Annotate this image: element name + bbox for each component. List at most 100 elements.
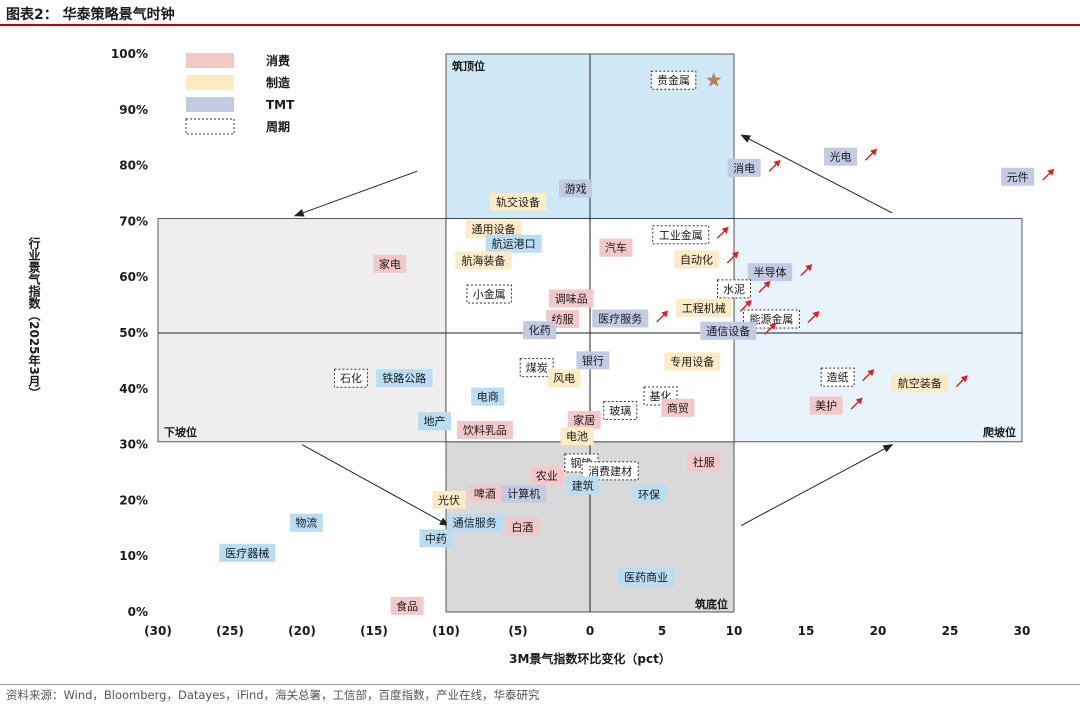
point-专用设备: 专用设备 bbox=[664, 352, 721, 371]
point-label: 煤炭 bbox=[526, 362, 548, 375]
point-铁路公路: 铁路公路 bbox=[376, 369, 433, 388]
point-label: 专用设备 bbox=[670, 354, 714, 368]
point-元件: 元件 bbox=[1001, 167, 1055, 186]
point-label-box bbox=[650, 70, 697, 90]
point-label: 调味品 bbox=[555, 292, 588, 305]
x-axis-label: 3M景气指数环比变化（pct） bbox=[509, 651, 671, 666]
point-label-box bbox=[603, 401, 638, 421]
point-label: 光伏 bbox=[438, 493, 460, 507]
zone-label-top: 筑顶位 bbox=[452, 59, 485, 73]
point-label: 美护 bbox=[815, 399, 837, 413]
legend-label: TMT bbox=[266, 98, 295, 112]
point-label: 白酒 bbox=[511, 520, 533, 534]
point-label-box bbox=[581, 461, 639, 481]
point-label: 汽车 bbox=[605, 241, 627, 255]
point-造纸: 造纸 bbox=[820, 367, 875, 387]
point-label: 造纸 bbox=[827, 370, 849, 384]
point-label: 中药 bbox=[425, 532, 447, 545]
legend-label: 周期 bbox=[266, 119, 290, 134]
point-家居: 家居 bbox=[567, 411, 601, 430]
up-arrow-icon bbox=[955, 375, 968, 388]
point-美护: 美护 bbox=[809, 396, 863, 415]
legend-swatch bbox=[185, 118, 235, 135]
point-label: 地产 bbox=[423, 414, 445, 428]
point-label: 元件 bbox=[1007, 171, 1029, 184]
zone-label-right: 爬坡位 bbox=[983, 425, 1016, 439]
point-label-box bbox=[576, 351, 610, 370]
point-label: 工程机械 bbox=[682, 301, 726, 315]
point-水泥: 水泥 bbox=[717, 279, 771, 299]
point-label-box bbox=[809, 396, 843, 415]
point-label: 电池 bbox=[566, 430, 588, 443]
point-社服: 社服 bbox=[687, 452, 721, 471]
point-label: 半导体 bbox=[754, 265, 787, 279]
up-arrow-icon bbox=[726, 251, 739, 264]
point-label-box bbox=[432, 490, 466, 509]
zone-label-bottom: 筑底位 bbox=[695, 597, 728, 611]
point-label-box bbox=[333, 368, 368, 388]
up-arrow-icon bbox=[768, 159, 781, 172]
point-label-box bbox=[289, 513, 323, 532]
point-label-box bbox=[417, 412, 451, 431]
point-label: 家电 bbox=[379, 257, 401, 271]
point-地产: 地产 bbox=[417, 412, 451, 431]
point-label-box bbox=[490, 192, 546, 211]
point-label-box bbox=[419, 529, 453, 548]
point-小金属: 小金属 bbox=[466, 284, 512, 304]
point-半导体: 半导体 bbox=[747, 263, 813, 282]
point-label: 通信服务 bbox=[453, 517, 497, 530]
point-label-box bbox=[523, 321, 557, 340]
x-tick-label: (20) bbox=[288, 624, 316, 638]
cycle-flow-arrow bbox=[301, 444, 450, 526]
cycle-flow-arrows bbox=[293, 134, 894, 526]
point-label-box bbox=[674, 250, 719, 269]
point-label-box bbox=[373, 254, 407, 273]
point-label: 银行 bbox=[582, 353, 604, 367]
point-label-box bbox=[664, 352, 721, 371]
point-label: 石化 bbox=[340, 371, 362, 385]
x-tick-label: (15) bbox=[360, 624, 388, 638]
legend-item: 消费 bbox=[186, 53, 290, 68]
point-label: 通用设备 bbox=[472, 222, 516, 236]
point-中药: 中药 bbox=[419, 529, 453, 548]
point-食品: 食品 bbox=[390, 596, 424, 615]
up-arrow-icon bbox=[800, 264, 813, 277]
x-tick-label: (5) bbox=[508, 624, 527, 638]
point-环保: 环保 bbox=[632, 485, 666, 504]
point-计算机: 计算机 bbox=[501, 484, 547, 503]
point-label-box bbox=[485, 234, 542, 253]
legend-swatch bbox=[186, 97, 234, 112]
up-arrow-icon bbox=[758, 280, 771, 293]
point-label-box bbox=[824, 147, 858, 166]
point-光伏: 光伏 bbox=[432, 490, 466, 509]
point-建筑: 建筑 bbox=[566, 476, 600, 495]
cycle-flow-arrow bbox=[740, 134, 893, 214]
x-tick-label: 5 bbox=[658, 624, 666, 638]
point-label: 电商 bbox=[477, 390, 499, 404]
up-arrow-icon bbox=[764, 322, 777, 335]
x-tick-label: 10 bbox=[726, 624, 743, 638]
point-label: 社服 bbox=[693, 455, 715, 469]
y-tick-label: 70% bbox=[119, 214, 148, 228]
point-电商: 电商 bbox=[471, 387, 505, 406]
x-tick-label: 0 bbox=[586, 624, 594, 638]
point-label-box bbox=[618, 567, 675, 586]
point-医疗器械: 医疗器械 bbox=[219, 543, 276, 562]
point-label: 啤酒 bbox=[474, 487, 496, 501]
point-化药: 化药 bbox=[523, 321, 557, 340]
point-贵金属: 贵金属 bbox=[650, 70, 722, 90]
point-消费建材: 消费建材 bbox=[581, 461, 639, 481]
point-label-box bbox=[747, 263, 793, 282]
point-白酒: 白酒 bbox=[505, 518, 539, 537]
zone-label-left: 下坡位 bbox=[164, 425, 197, 439]
point-工程机械: 工程机械 bbox=[675, 298, 752, 317]
point-label-box bbox=[1001, 167, 1035, 186]
point-label: 航空装备 bbox=[898, 376, 942, 390]
point-label: 工业金属 bbox=[659, 228, 703, 242]
point-能源金属: 能源金属 bbox=[742, 309, 820, 329]
point-label: 能源金属 bbox=[749, 312, 793, 326]
point-label: 风电 bbox=[553, 372, 575, 385]
point-玻璃: 玻璃 bbox=[603, 401, 638, 421]
point-label: 医疗服务 bbox=[598, 311, 642, 325]
